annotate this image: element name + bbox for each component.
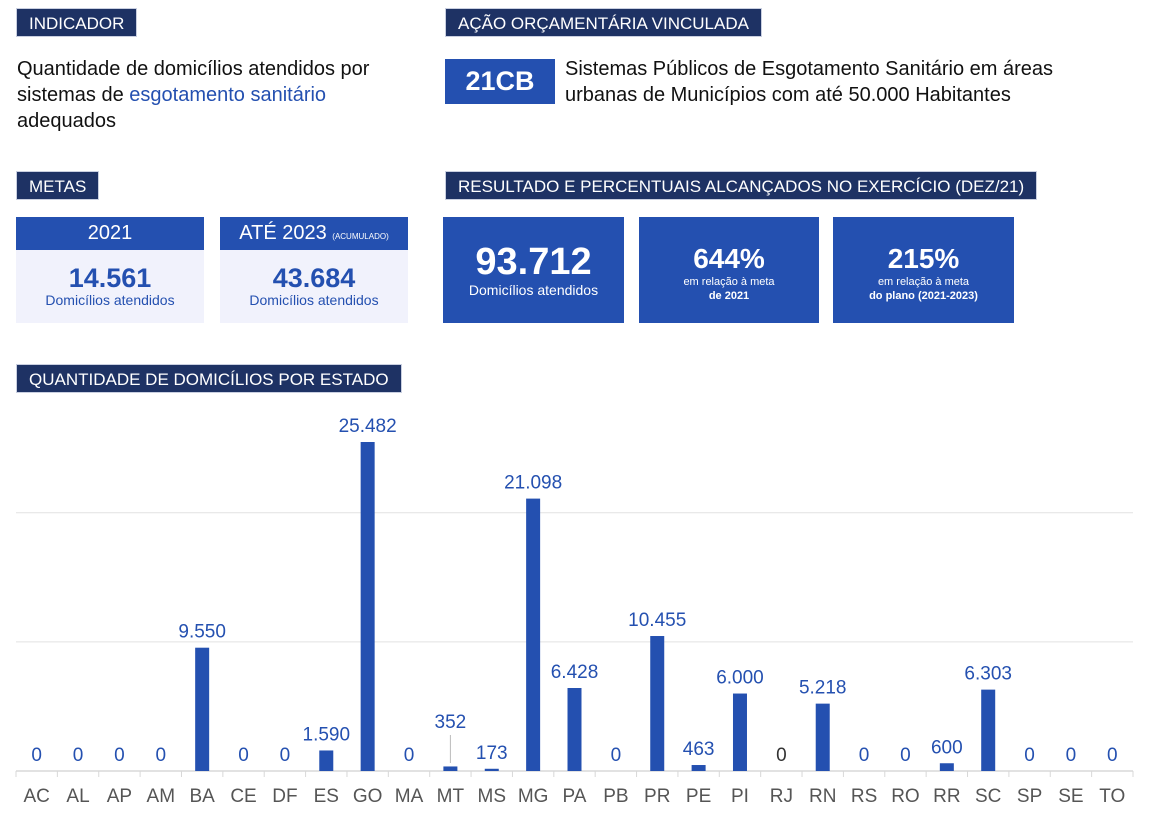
data-label-MA: 0 xyxy=(404,745,415,766)
x-tick-label-RS: RS xyxy=(851,786,877,807)
resultado-pct-plano-line2: do plano (2021-2023) xyxy=(869,290,978,302)
data-label-TO: 0 xyxy=(1107,745,1118,766)
x-tick-label-RN: RN xyxy=(809,786,836,807)
data-label-SC: 6.303 xyxy=(964,664,1012,685)
x-tick-label-PE: PE xyxy=(686,786,711,807)
meta-card-label: 2021 xyxy=(16,217,204,250)
metas-header: METAS xyxy=(16,171,100,200)
meta-card-sublabel: (ACUMULADO) xyxy=(332,232,389,241)
x-tick-label-SP: SP xyxy=(1017,786,1042,807)
indicador-description: Quantidade de domicílios atendidos por s… xyxy=(17,56,427,134)
bar-PE xyxy=(691,765,706,771)
data-label-MS: 173 xyxy=(476,743,508,764)
meta-card-unit: Domicílios atendidos xyxy=(45,292,175,308)
data-label-SE: 0 xyxy=(1066,745,1077,766)
data-label-MT: 352 xyxy=(435,712,467,733)
meta-card-2023: ATÉ 2023 (ACUMULADO) 43.684 Domicílios a… xyxy=(220,217,408,323)
meta-card-value: 14.561 xyxy=(68,263,152,293)
x-tick-label-AP: AP xyxy=(107,786,132,807)
x-tick-label-AL: AL xyxy=(66,786,89,807)
x-tick-label-RO: RO xyxy=(891,786,920,807)
data-label-PB: 0 xyxy=(611,745,622,766)
x-tick-label-GO: GO xyxy=(353,786,383,807)
data-label-SP: 0 xyxy=(1024,745,1035,766)
data-label-RO: 0 xyxy=(900,745,911,766)
bar-MS xyxy=(484,768,499,771)
resultado-pct-plano-card: 215% em relação à meta do plano (2021-20… xyxy=(833,217,1014,323)
data-label-PI: 6.000 xyxy=(716,668,764,689)
bar-RN xyxy=(815,703,830,771)
x-tick-label-MA: MA xyxy=(395,786,424,807)
resultado-pct-2021-line1: em relação à meta xyxy=(683,276,775,288)
indicador-text: Quantidade de domicílios atendidos por s… xyxy=(17,58,370,106)
bar-BA xyxy=(195,647,210,771)
data-label-GO: 25.482 xyxy=(339,416,397,437)
x-tick-label-MT: MT xyxy=(437,786,465,807)
bar-SC xyxy=(981,689,996,771)
x-tick-label-SC: SC xyxy=(975,786,1001,807)
data-label-PE: 463 xyxy=(683,739,715,760)
bar-MT xyxy=(443,766,458,771)
bar-PR xyxy=(650,636,665,771)
data-label-PA: 6.428 xyxy=(551,662,599,683)
acao-description: Sistemas Públicos de Esgotamento Sanitár… xyxy=(565,58,1054,106)
x-tick-label-MS: MS xyxy=(478,786,507,807)
resultado-header: RESULTADO E PERCENTUAIS ALCANÇADOS NO EX… xyxy=(445,171,1038,200)
acao-code-badge: 21CB xyxy=(445,59,555,104)
data-label-RS: 0 xyxy=(859,745,870,766)
bar-MG xyxy=(526,498,541,771)
bar-GO xyxy=(360,442,375,771)
x-tick-label-AC: AC xyxy=(23,786,49,807)
resultado-pct-plano-line1: em relação à meta xyxy=(877,276,970,288)
data-label-MG: 21.098 xyxy=(504,473,562,494)
x-tick-label-TO: TO xyxy=(1099,786,1125,807)
x-tick-label-PI: PI xyxy=(731,786,749,807)
data-label-RJ: 0 xyxy=(776,745,787,766)
resultado-total-value: 93.712 xyxy=(475,241,592,283)
bar-PA xyxy=(567,688,582,771)
resultado-pct-plano-value: 215% xyxy=(887,243,960,274)
bar-PI xyxy=(732,693,747,771)
resultado-pct-2021-value: 644% xyxy=(693,243,765,274)
x-tick-label-PA: PA xyxy=(563,786,587,807)
x-tick-label-PR: PR xyxy=(644,786,670,807)
acao-header: AÇÃO ORÇAMENTÁRIA VINCULADA xyxy=(445,8,762,37)
resultado-pct-2021-line2: de 2021 xyxy=(708,290,750,302)
bar-ES xyxy=(319,750,334,771)
x-tick-label-ES: ES xyxy=(314,786,339,807)
data-label-AP: 0 xyxy=(114,745,125,766)
x-tick-label-AM: AM xyxy=(147,786,176,807)
data-label-AM: 0 xyxy=(156,745,167,766)
x-tick-label-BA: BA xyxy=(189,786,215,807)
data-label-CE: 0 xyxy=(238,745,249,766)
resultado-total-label: Domicílios atendidos xyxy=(468,282,599,298)
data-label-RR: 600 xyxy=(931,737,963,758)
meta-card-unit: Domicílios atendidos xyxy=(249,292,379,308)
data-label-DF: 0 xyxy=(280,745,291,766)
x-tick-label-RR: RR xyxy=(933,786,960,807)
resultado-total-card: 93.712 Domicílios atendidos xyxy=(443,217,624,323)
x-tick-label-MG: MG xyxy=(518,786,549,807)
meta-card-label: ATÉ 2023 (ACUMULADO) xyxy=(220,217,408,250)
data-label-AL: 0 xyxy=(73,745,84,766)
indicador-highlight: esgotamento sanitário xyxy=(129,84,327,106)
meta-card-2021: 2021 14.561 Domicílios atendidos xyxy=(16,217,204,323)
chart-header: QUANTIDADE DE DOMICÍLIOS POR ESTADO xyxy=(16,364,402,393)
meta-card-value: 43.684 xyxy=(272,263,356,293)
indicador-header: INDICADOR xyxy=(16,8,138,37)
x-tick-label-CE: CE xyxy=(230,786,256,807)
data-label-RN: 5.218 xyxy=(799,678,847,699)
x-tick-label-PB: PB xyxy=(603,786,628,807)
x-tick-label-SE: SE xyxy=(1058,786,1083,807)
x-tick-label-RJ: RJ xyxy=(770,786,793,807)
data-label-BA: 9.550 xyxy=(178,622,226,643)
bar-RR xyxy=(939,763,954,771)
resultado-pct-2021-card: 644% em relação à meta de 2021 xyxy=(639,217,819,323)
x-tick-label-DF: DF xyxy=(272,786,297,807)
data-label-AC: 0 xyxy=(31,745,42,766)
data-label-ES: 1.590 xyxy=(303,724,351,745)
data-label-PR: 10.455 xyxy=(628,610,686,631)
indicador-text-end: adequados xyxy=(17,110,116,132)
